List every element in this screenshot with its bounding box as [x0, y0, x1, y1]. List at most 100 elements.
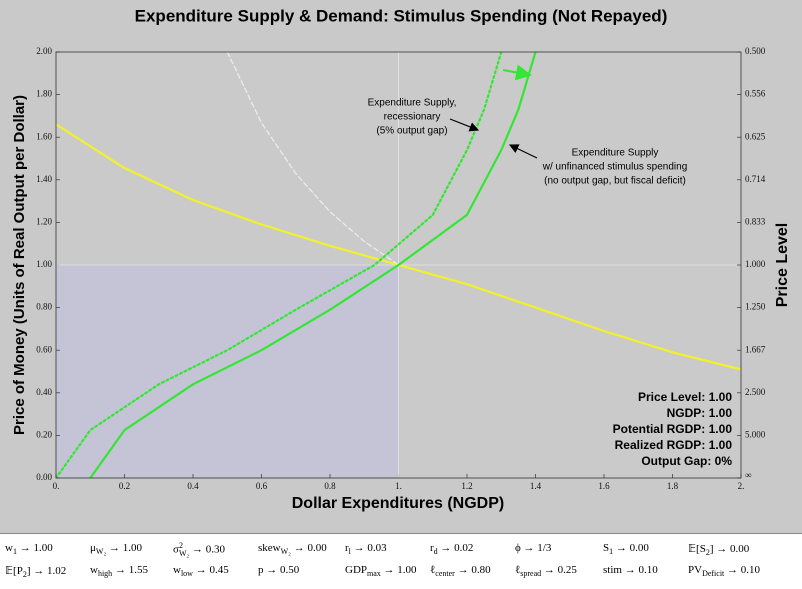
y2-tick-label: 1.667: [745, 344, 766, 354]
annotation-arrow: [508, 144, 538, 159]
y-tick-label: 1.40: [36, 174, 52, 184]
parameter-sub: W₂: [280, 547, 291, 557]
parameter-row: 𝔼[P2] → 1.02 whigh → 1.55 wlow → 0.45 p → 0…: [0, 564, 802, 582]
parameter-value: → 0.02: [440, 542, 474, 554]
y-axis-label: Price of Money (Units of Real Output per…: [11, 95, 28, 435]
annotation: (5% output gap): [376, 126, 447, 137]
parameter-row: w1 → 1.00 μW₂ → 1.00 σ 2 W₂ → 0.30 skewW₂ → 0…: [0, 542, 802, 560]
parameter-name: ℓ: [515, 564, 521, 576]
parameter: whigh → 1.55: [90, 564, 148, 578]
y2-tick-label: ∞: [745, 470, 751, 480]
x-axis-label: Dollar Expenditures (NGDP): [292, 495, 504, 512]
x-tick-label: 0.4: [187, 481, 199, 491]
y2-tick-label: 1.250: [745, 302, 766, 312]
parameter: stim → 0.10: [603, 564, 658, 576]
parameter-name: PV: [688, 564, 703, 576]
parameter-value: → 0.03: [353, 542, 387, 554]
x-tick-label: 0.2: [119, 481, 130, 491]
parameter-value: → 0.10: [624, 564, 658, 576]
parameter-sub: W₂: [95, 547, 107, 557]
parameter-name: skew: [258, 542, 281, 554]
x-tick-label: 1.8: [667, 481, 679, 491]
shift-arrow: [502, 64, 532, 81]
parameter: w1 → 1.00: [5, 542, 53, 556]
parameter-name: 𝔼[P: [5, 565, 23, 577]
x-tick-label: 1.: [395, 481, 402, 491]
annotation: (no output gap, but fiscal deficit): [544, 176, 686, 187]
parameter: p → 0.50: [258, 564, 299, 576]
parameter-sub: 1: [12, 547, 17, 557]
y-tick-label: 1.60: [36, 131, 52, 141]
parameter: S1 → 0.00: [603, 542, 649, 556]
y2-axis-label: Price Level: [774, 223, 791, 308]
parameter: μW₂ → 1.00: [90, 542, 142, 556]
y-tick-label: 1.20: [36, 216, 52, 226]
y2-tick-label: 1.000: [745, 259, 766, 269]
y2-tick-label: 2.500: [745, 387, 766, 397]
parameter: 𝔼[S2] → 0.00: [688, 542, 749, 557]
parameter-name: r: [345, 542, 349, 554]
parameter-value: → 0.00: [716, 543, 750, 555]
parameter-sup: 2: [178, 541, 183, 550]
x-tick-label: 0.6: [256, 481, 268, 491]
annotation: recessionary: [384, 112, 441, 123]
parameter: rd → 0.02: [430, 542, 473, 556]
parameter-sub: W₂: [178, 549, 190, 558]
parameter-name: w: [173, 564, 181, 576]
parameter-tail: ]: [26, 565, 31, 577]
annotation-arrow: [449, 118, 480, 132]
y2-tick-label: 0.556: [745, 89, 766, 99]
y2-tick-label: 0.714: [745, 174, 766, 184]
parameter: skewW₂ → 0.00: [258, 542, 327, 556]
parameter-value: → 0.00: [615, 542, 649, 554]
parameter: σ 2 W₂ → 0.30: [173, 542, 225, 558]
parameter-name: S: [603, 542, 610, 554]
x-tick-label: 0.8: [324, 481, 336, 491]
parameter-value: → 0.10: [727, 564, 761, 576]
y-tick-label: 0.00: [36, 472, 52, 482]
curve: [226, 52, 400, 266]
parameter-sub: 1: [609, 547, 614, 557]
x-tick-label: 1.2: [461, 481, 472, 491]
parameter-value: → 0.45: [195, 564, 229, 576]
parameter-sub: center: [435, 569, 455, 579]
parameter-value: → 0.80: [457, 564, 491, 576]
parameter: ℓspread → 0.25: [515, 564, 577, 578]
parameter-name: w: [90, 564, 98, 576]
y-tick-label: 0.80: [36, 302, 52, 312]
parameter-value: → 1/3: [523, 542, 552, 554]
parameter-sub: l: [348, 547, 351, 557]
parameter-name: 𝔼[S: [688, 543, 706, 555]
y-tick-label: 2.00: [36, 46, 52, 56]
info-line: Potential RGDP: 1.00: [613, 422, 733, 436]
plot-frame: [55, 51, 742, 479]
y-tick-label: 0.20: [36, 429, 52, 439]
parameter-name: p: [258, 564, 264, 576]
x-tick-label: 2.: [738, 481, 745, 491]
y2-tick-label: 0.833: [745, 216, 766, 226]
parameter-sub: d: [433, 547, 438, 557]
parameter-sub: low: [180, 569, 193, 579]
parameter-name: w: [5, 542, 13, 554]
parameter: wlow → 0.45: [173, 564, 229, 578]
parameter-name: μ: [90, 542, 96, 554]
parameter-value: → 1.00: [109, 542, 142, 554]
parameter-value: → 1.00: [19, 542, 53, 554]
y-tick-label: 1.80: [36, 89, 52, 99]
x-tick-label: 1.6: [598, 481, 610, 491]
annotation: w/ unfinanced stimulus spending: [542, 162, 688, 173]
parameter-name: σ: [173, 543, 179, 556]
parameter-name: ϕ: [515, 542, 521, 554]
x-tick-label: 1.4: [530, 481, 542, 491]
y2-tick-label: 5.000: [745, 429, 766, 439]
sup-sub: 2 W₂: [179, 542, 189, 558]
parameter: ℓcenter → 0.80: [430, 564, 491, 578]
y-tick-label: 0.40: [36, 387, 52, 397]
parameter-name: stim: [603, 564, 622, 576]
parameter-value: → 1.00: [383, 564, 417, 576]
parameter: PVDeficit → 0.10: [688, 564, 760, 578]
annotation: Expenditure Supply,: [368, 98, 457, 109]
info-line: NGDP: 1.00: [667, 406, 733, 420]
info-line: Realized RGDP: 1.00: [615, 438, 733, 452]
